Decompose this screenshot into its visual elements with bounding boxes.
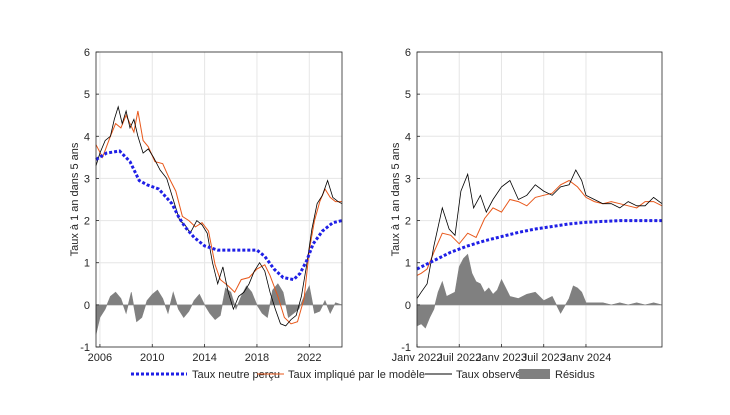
neutral-rate-line-right <box>416 219 662 271</box>
implied-rate-line-left <box>95 110 342 325</box>
y-tick-label-0: -1 <box>401 342 411 354</box>
y-tick-label-6: 5 <box>405 89 411 101</box>
x-tick-label-1: Juil 2022 <box>437 352 481 364</box>
y-tick-label-0: -1 <box>80 342 90 354</box>
y-tick-label-4: 3 <box>84 173 90 185</box>
y-tick-label-4: 3 <box>405 173 411 185</box>
residuals-area-left <box>95 283 343 335</box>
observed-rate-line-right <box>416 169 663 299</box>
x-tick-label-0: 2006 <box>88 352 112 364</box>
legend-label-residuals: Résidus <box>555 369 595 381</box>
legend-label-implied: Taux impliqué par le modèle <box>288 369 425 381</box>
y-tick-label-5: 4 <box>84 131 90 143</box>
y-tick-label-7: 6 <box>84 47 90 59</box>
x-tick-label-4: 2022 <box>297 352 321 364</box>
y-axis-label: Taux à 1 an dans 5 ans <box>390 142 402 256</box>
implied-rate-line-right <box>416 179 663 276</box>
y-tick-label-2: 1 <box>84 258 90 270</box>
legend-swatch-residuals <box>519 369 550 379</box>
legend-label-observed: Taux observé <box>456 369 521 381</box>
axes-frame <box>95 51 343 348</box>
x-tick-label-2: 2014 <box>192 352 216 364</box>
legend-label-neutral: Taux neutre perçu <box>192 369 280 381</box>
x-tick-label-2: Janv 2023 <box>476 352 527 364</box>
y-tick-label-5: 4 <box>405 131 411 143</box>
x-tick-label-3: 2018 <box>245 352 269 364</box>
legend: Taux neutre perçu Taux impliqué par le mo… <box>131 369 595 381</box>
y-tick-label-1: 0 <box>84 300 90 312</box>
y-tick-label-1: 0 <box>405 300 411 312</box>
x-tick-label-0: Janv 2022 <box>392 352 443 364</box>
y-tick-label-3: 2 <box>405 216 411 228</box>
y-tick-label-6: 5 <box>84 89 90 101</box>
y-tick-label-3: 2 <box>84 216 90 228</box>
x-tick-label-3: Juil 2023 <box>522 352 566 364</box>
chart-panel-left: -1 0 1 2 3 4 5 6 2006 2010 2014 2018 2022 Taux à 1 an… <box>69 47 343 364</box>
x-tick-label-1: 2010 <box>140 352 164 364</box>
observed-rate-line-left <box>95 105 343 327</box>
y-tick-label-7: 6 <box>405 47 411 59</box>
neutral-rate-line-left <box>95 149 343 282</box>
y-axis-label: Taux à 1 an dans 5 ans <box>69 142 81 256</box>
y-tick-label-2: 1 <box>405 258 411 270</box>
x-tick-label-4: Janv 2024 <box>561 352 612 364</box>
residuals-area-right <box>416 253 663 329</box>
axes-frame <box>416 51 663 348</box>
